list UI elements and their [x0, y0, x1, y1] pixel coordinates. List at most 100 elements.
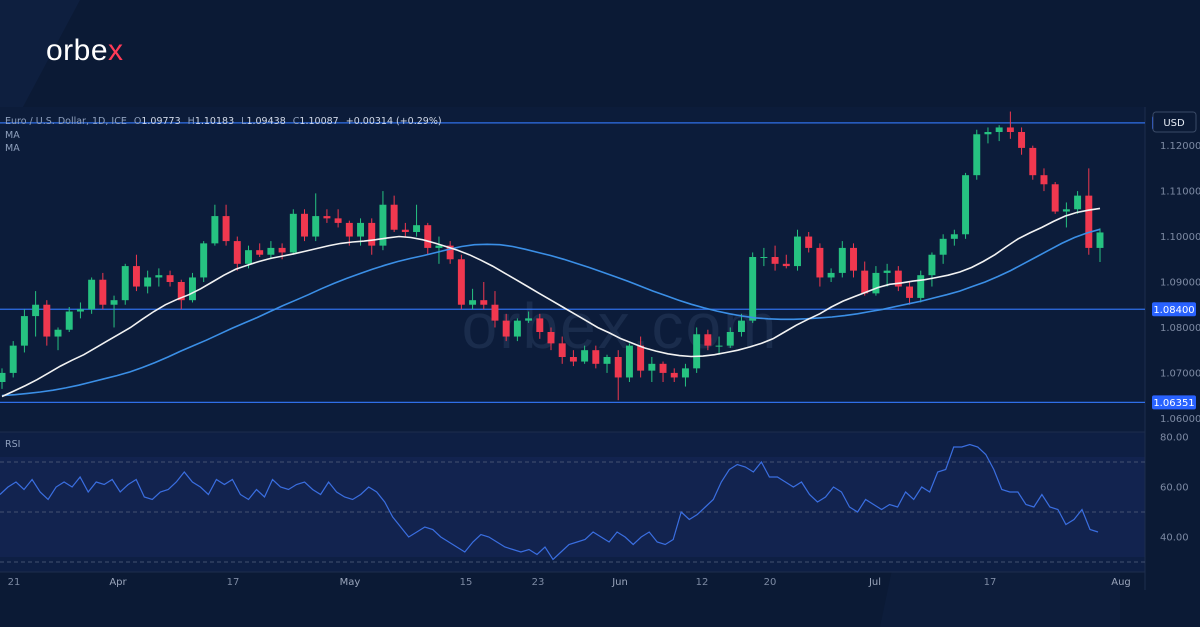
- candle-body: [357, 222, 365, 237]
- candle-body: [166, 275, 174, 282]
- candle-body: [289, 213, 297, 253]
- candle-body: [827, 272, 835, 278]
- candle-body: [536, 318, 544, 332]
- candle-body: [939, 238, 947, 255]
- price-tick-label: 1.10000: [1160, 232, 1200, 243]
- candle-body: [1018, 132, 1026, 148]
- ma-slow-line: [1, 228, 1101, 397]
- chart-legend: Euro / U.S. Dollar, 1D, ICE O1.09773 H1.…: [5, 116, 442, 127]
- candle-body: [413, 225, 421, 232]
- candle-body: [1062, 209, 1070, 212]
- candle-body: [200, 243, 208, 278]
- candle-body: [670, 372, 678, 378]
- rsi-band: [0, 457, 1145, 557]
- candle-body: [312, 216, 320, 237]
- level-label: 1.06351: [1153, 398, 1194, 409]
- candle-body: [816, 247, 824, 278]
- price-axis: 1.12000 1.11000 1.10000 1.09000 1.08000 1.070…: [1160, 141, 1200, 425]
- candle-body: [480, 300, 488, 305]
- legend-close-label: C: [293, 116, 300, 127]
- time-tick-label: 20: [764, 577, 777, 588]
- candle-body: [54, 329, 62, 337]
- legend-ma2: MA: [5, 143, 20, 154]
- candle-body: [278, 247, 286, 253]
- orbex-logo: orbex: [46, 34, 124, 68]
- candle-body: [144, 277, 152, 287]
- candle-body: [513, 320, 521, 337]
- candle-body: [704, 334, 712, 346]
- candle-body: [1029, 147, 1037, 176]
- candle-body: [648, 363, 656, 371]
- candle-body: [525, 318, 533, 321]
- candle-body: [401, 229, 409, 232]
- candle-body: [457, 259, 465, 305]
- candle-body: [368, 222, 376, 246]
- candle-body: [603, 357, 611, 364]
- candle-body: [110, 300, 118, 305]
- price-tick-label: 1.12000: [1160, 141, 1200, 152]
- candle-body: [1096, 232, 1104, 248]
- candle-body: [906, 286, 914, 298]
- candle-body: [1006, 127, 1014, 132]
- candle-body: [737, 320, 745, 332]
- candle-body: [592, 350, 600, 364]
- candle-body: [894, 270, 902, 287]
- price-tick-label: 1.06000: [1160, 414, 1200, 425]
- candle-body: [872, 272, 880, 294]
- candle-body: [222, 216, 230, 242]
- candle-body: [345, 222, 353, 237]
- candle-body: [233, 241, 241, 264]
- time-tick-label: Apr: [109, 577, 127, 588]
- candle-body: [155, 275, 163, 278]
- time-tick-label: Aug: [1111, 577, 1131, 588]
- time-tick-label: May: [340, 577, 361, 588]
- legend-high-label: H: [188, 116, 195, 127]
- candle-body: [99, 279, 107, 305]
- candle-body: [88, 279, 96, 310]
- candle-body: [32, 304, 40, 317]
- time-tick-label: 21: [8, 577, 21, 588]
- rsi-axis: 80.00 60.00 40.00: [1160, 433, 1189, 544]
- candle-body: [794, 236, 801, 267]
- time-tick-label: 17: [227, 577, 240, 588]
- candle-body: [581, 350, 589, 362]
- candle-body: [917, 275, 925, 298]
- candles: [0, 111, 1104, 401]
- price-pane-bg: [0, 107, 1145, 432]
- candle-body: [211, 216, 219, 244]
- price-tick-label: 1.09000: [1160, 278, 1200, 289]
- candle-body: [760, 257, 768, 258]
- candle-body: [1085, 195, 1093, 248]
- candle-body: [715, 345, 723, 347]
- logo-x: x: [108, 34, 124, 67]
- candle-body: [749, 257, 757, 321]
- candle-body: [76, 309, 84, 312]
- candle-body: [256, 250, 264, 255]
- candle-body: [132, 266, 140, 287]
- candle-body: [65, 311, 73, 330]
- time-tick-label: 15: [460, 577, 473, 588]
- candle-body: [0, 372, 6, 382]
- rsi-guides: [0, 461, 1145, 563]
- legend-change: +0.00314 (+0.29%): [346, 116, 442, 127]
- logo-text: orbe: [46, 34, 109, 67]
- price-tick-label: 1.08000: [1160, 323, 1200, 334]
- candle-body: [984, 132, 992, 135]
- candle-body: [805, 236, 813, 248]
- legend-low-value: 1.09438: [246, 116, 285, 127]
- time-tick-label: Jul: [868, 577, 881, 588]
- candle-body: [928, 254, 936, 276]
- rsi-tick-label: 40.00: [1160, 533, 1189, 544]
- legend-open-value: 1.09773: [141, 116, 180, 127]
- candle-body: [491, 304, 499, 321]
- candle-body: [681, 368, 689, 378]
- time-tick-label: 12: [696, 577, 709, 588]
- candle-body: [973, 134, 981, 176]
- candle-body: [379, 204, 387, 246]
- currency-button[interactable]: USD: [1152, 111, 1197, 133]
- ma-fast-line: [1, 207, 1101, 398]
- rsi-tick-label: 80.00: [1160, 433, 1189, 444]
- candle-body: [43, 304, 51, 337]
- candle-body: [390, 204, 398, 230]
